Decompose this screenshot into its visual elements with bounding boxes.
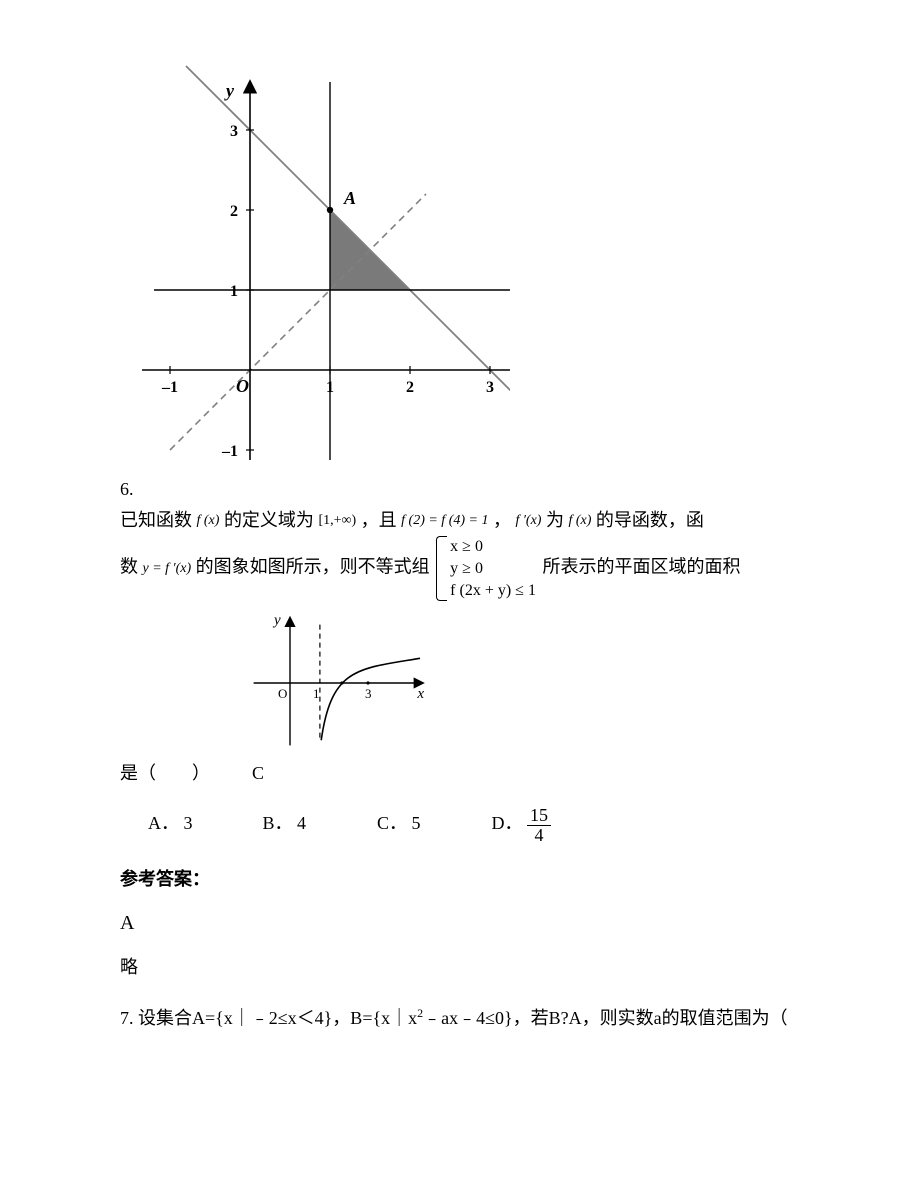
option-c-prefix: C． xyxy=(377,809,407,838)
answer-label: 参考答案： xyxy=(120,865,920,894)
option-a[interactable]: A． 3 xyxy=(148,809,258,838)
option-a-value: 3 xyxy=(184,809,193,838)
svg-text:2: 2 xyxy=(406,379,414,396)
option-d-den: 4 xyxy=(527,826,551,845)
fprime-expr: f ′(x) xyxy=(515,510,541,532)
svg-text:2: 2 xyxy=(230,203,238,220)
q6-l1-mid3: ， xyxy=(493,510,511,530)
question6-line3: 是（ ） C xyxy=(120,759,920,788)
main-graph-svg: –1123–1123OxyA xyxy=(120,60,510,460)
q6-l2-pre: 数 xyxy=(120,557,138,577)
case-row-1: x ≥ 0 xyxy=(450,536,536,558)
svg-text:O: O xyxy=(278,686,287,701)
svg-text:3: 3 xyxy=(365,686,372,701)
fprime-graph-svg: O 1 3 x y xyxy=(230,605,430,750)
option-b-prefix: B． xyxy=(263,809,293,838)
option-c-value: 5 xyxy=(412,809,421,838)
q6-l1-mid2: ，且 xyxy=(361,510,397,530)
svg-text:1: 1 xyxy=(313,686,320,701)
question6-main-graph: –1123–1123OxyA xyxy=(120,60,920,469)
question6-number: 6. xyxy=(120,475,920,504)
svg-text:y: y xyxy=(272,613,281,629)
fx-expr-2: f (x) xyxy=(568,510,591,532)
question6-options: A． 3 B． 4 C． 5 D． 15 4 xyxy=(120,806,920,845)
option-d[interactable]: D． 15 4 xyxy=(492,806,552,845)
option-d-num: 15 xyxy=(527,806,551,826)
svg-text:A: A xyxy=(343,188,356,208)
case-row-2: y ≥ 0 xyxy=(450,558,536,580)
q6-l2-mid: 的图象如图所示，则不等式组 xyxy=(196,557,430,577)
svg-text:y: y xyxy=(224,80,235,100)
svg-text:3: 3 xyxy=(230,123,238,140)
option-c[interactable]: C． 5 xyxy=(377,809,487,838)
option-b-value: 4 xyxy=(297,809,306,838)
svg-text:–1: –1 xyxy=(161,379,178,396)
q6-l2-end: 所表示的平面区域的面积 xyxy=(542,557,740,577)
svg-text:3: 3 xyxy=(486,379,494,396)
q6-l1-end: 的导函数，函 xyxy=(596,510,704,530)
q7-pre: 7. 设集合A={x｜﹣2≤x＜4}，B={x｜x xyxy=(120,1008,417,1028)
inequality-system: x ≥ 0 y ≥ 0 f (2x + y) ≤ 1 xyxy=(436,536,536,601)
q6-l1-pre: 已知函数 xyxy=(120,510,192,530)
option-d-prefix: D． xyxy=(492,809,523,838)
q7-mid: ﹣ax﹣4≤0}，若B?A，则实数a的取值范围为（ xyxy=(423,1008,788,1028)
option-a-prefix: A． xyxy=(148,809,179,838)
svg-text:x: x xyxy=(416,686,424,702)
question6-line2: 数 y = f ′(x) 的图象如图所示，则不等式组 x ≥ 0 y ≥ 0 f… xyxy=(120,536,920,601)
graph-label-c: C xyxy=(210,759,306,788)
svg-text:1: 1 xyxy=(326,379,334,396)
q6-l1-mid4: 为 xyxy=(546,510,564,530)
answer-value: A xyxy=(120,907,920,939)
question7: 7. 设集合A={x｜﹣2≤x＜4}，B={x｜x2﹣ax﹣4≤0}，若B?A，… xyxy=(120,1004,920,1033)
svg-text:O: O xyxy=(236,376,249,396)
domain-expr: [1,+∞) xyxy=(318,510,356,532)
option-d-fraction: 15 4 xyxy=(527,806,551,845)
q6-paren: 是（ ） xyxy=(120,759,210,788)
y-fprime-expr: y = f ′(x) xyxy=(143,558,192,580)
q6-l1-mid1: 的定义域为 xyxy=(224,510,314,530)
svg-text:1: 1 xyxy=(230,283,238,300)
case-row-3: f (2x + y) ≤ 1 xyxy=(450,580,536,602)
fprime-graph-block: O 1 3 x y xyxy=(230,605,920,759)
option-b[interactable]: B． 4 xyxy=(263,809,373,838)
fvals-expr: f (2) = f (4) = 1 xyxy=(401,510,488,532)
answer-explain: 略 xyxy=(120,953,920,982)
fx-expr: f (x) xyxy=(197,510,220,532)
svg-text:–1: –1 xyxy=(221,443,238,460)
question6-line1: 已知函数 f (x) 的定义域为 [1,+∞) ，且 f (2) = f (4)… xyxy=(120,506,920,535)
